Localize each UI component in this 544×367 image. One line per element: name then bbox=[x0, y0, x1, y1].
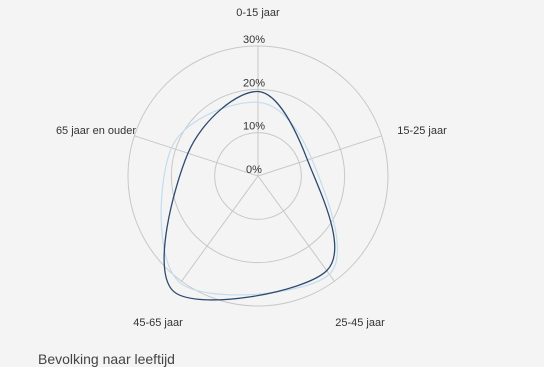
radar-series bbox=[160, 90, 339, 301]
legend-caption: Bevolking naar leeftijd bbox=[38, 351, 175, 367]
tick-label-1: 10% bbox=[243, 121, 265, 133]
spoke-2 bbox=[257, 175, 335, 282]
category-label-0: 0-15 jaar bbox=[236, 7, 280, 19]
category-label-1: 15-25 jaar bbox=[397, 125, 447, 137]
radar-tick-labels: 0% 10% 20% 30% bbox=[243, 34, 265, 176]
tick-label-0: 0% bbox=[246, 164, 262, 176]
category-label-2: 25-45 jaar bbox=[335, 317, 385, 329]
spoke-4 bbox=[134, 135, 259, 177]
series-line-1 bbox=[160, 101, 339, 296]
tick-label-2: 20% bbox=[243, 77, 265, 89]
radar-grid bbox=[127, 45, 389, 307]
category-label-4: 65 jaar en ouder bbox=[56, 125, 136, 137]
category-label-3: 45-65 jaar bbox=[133, 317, 183, 329]
radar-category-labels: 0-15 jaar 15-25 jaar 25-45 jaar 45-65 jaar 6… bbox=[56, 7, 447, 329]
spoke-1 bbox=[257, 135, 382, 177]
series-line-0 bbox=[163, 90, 336, 301]
tick-label-3: 30% bbox=[243, 34, 265, 46]
spoke-3 bbox=[181, 175, 259, 282]
